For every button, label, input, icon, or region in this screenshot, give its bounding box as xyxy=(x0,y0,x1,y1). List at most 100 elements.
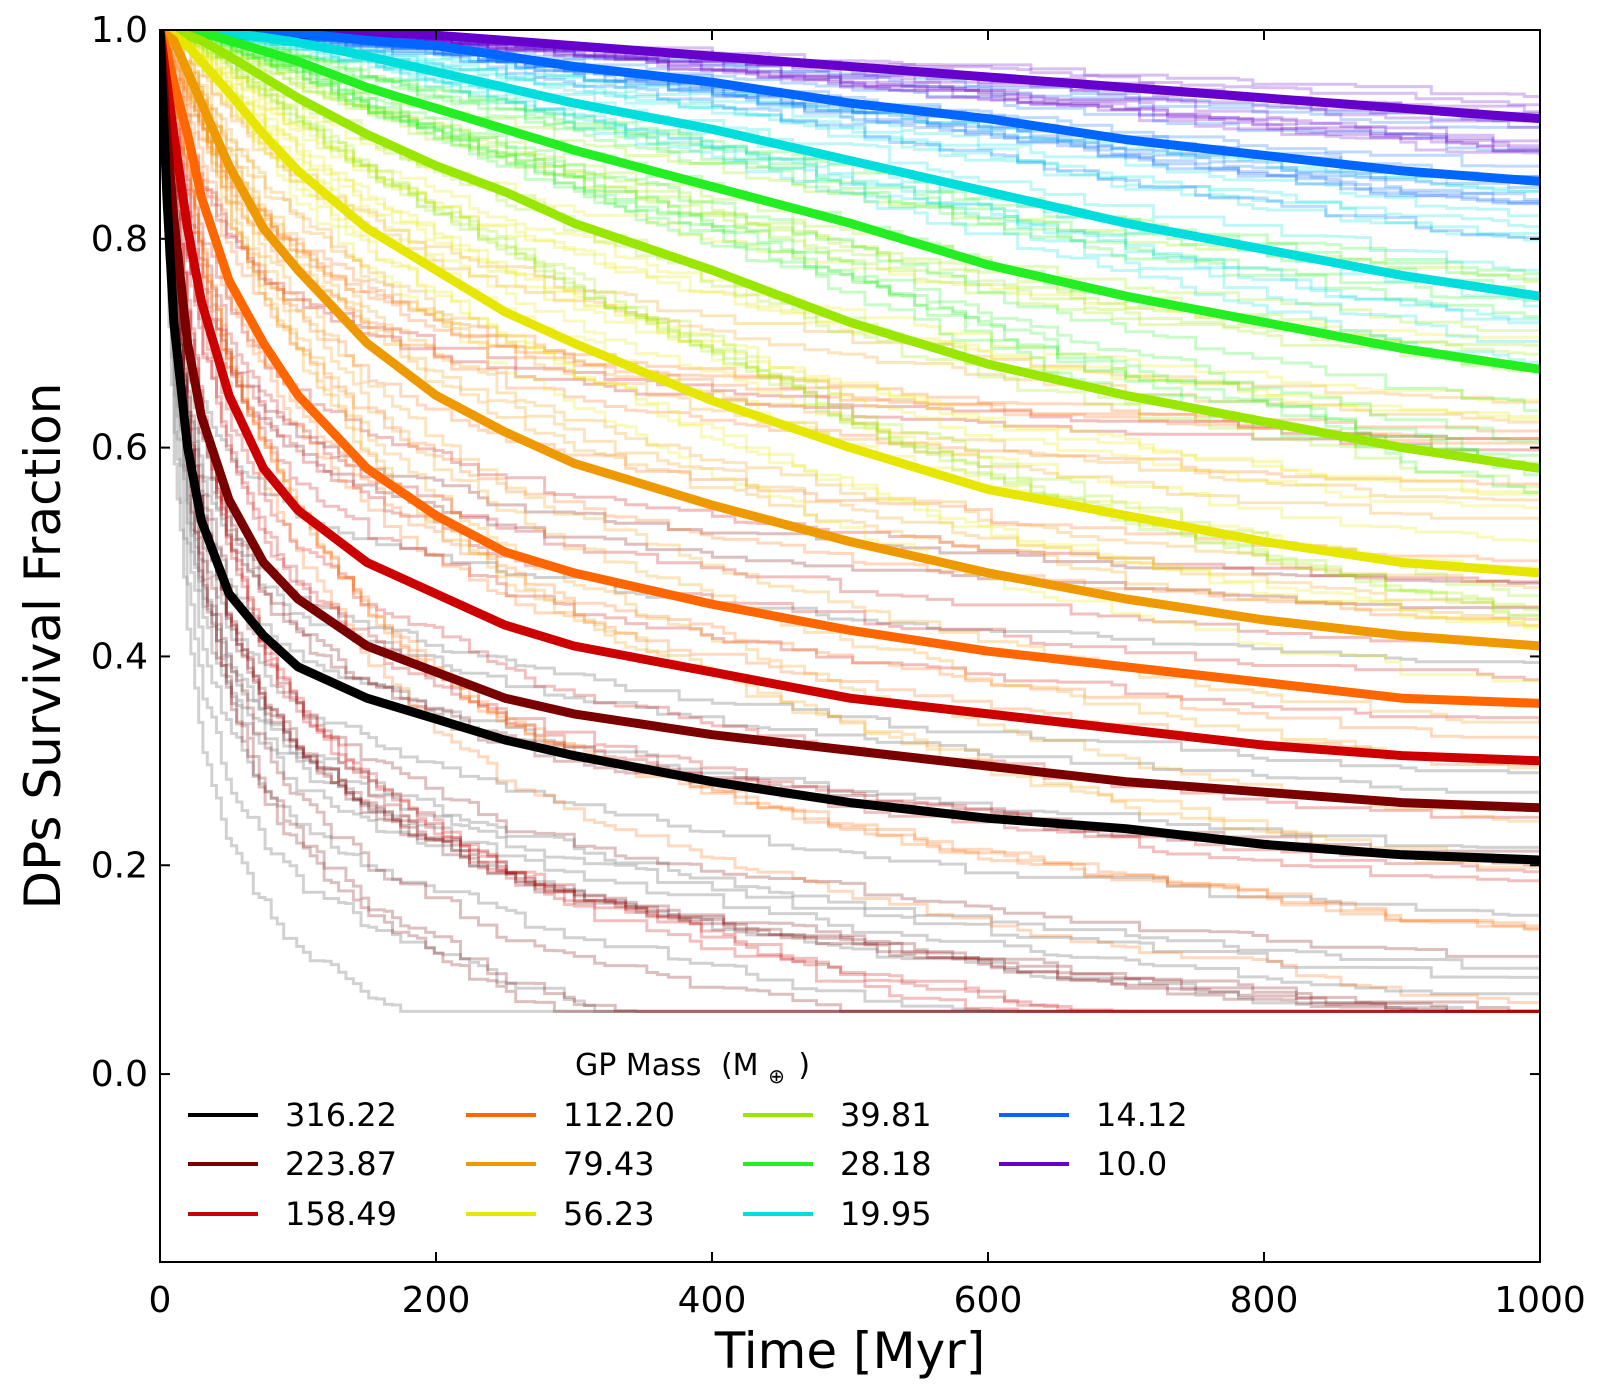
individual-run-line xyxy=(160,30,1540,402)
series-line-28.18 xyxy=(160,30,1540,374)
x-axis: 0 200 400 600 800 1000 xyxy=(149,30,1586,1321)
individual-run-line xyxy=(160,30,1540,648)
individual-run-line xyxy=(160,30,1540,724)
individual-run-line xyxy=(160,30,1540,627)
individual-run-line xyxy=(160,30,1540,917)
individual-run-line xyxy=(160,30,1540,442)
individual-run-line xyxy=(160,30,1540,404)
series-line-56.23 xyxy=(160,30,1540,578)
individual-run-line xyxy=(160,30,1540,477)
legend-label: 79.43 xyxy=(563,1145,655,1183)
legend-label: 10.0 xyxy=(1096,1145,1167,1183)
individual-run-line xyxy=(160,30,1540,624)
y-axis-title: DPs Survival Fraction xyxy=(14,383,72,910)
series-line-158.49 xyxy=(160,30,1540,766)
legend-label: 158.49 xyxy=(285,1195,397,1233)
individual-run-line xyxy=(160,30,1540,502)
individual-run-line xyxy=(160,30,1540,824)
x-tick-label: 200 xyxy=(402,1280,471,1321)
individual-run-line xyxy=(160,30,1540,996)
legend-label: 19.95 xyxy=(840,1195,932,1233)
individual-run-line xyxy=(160,30,1540,621)
individual-run-line xyxy=(160,30,1540,586)
individual-run-line xyxy=(160,30,1540,1004)
individual-run-line xyxy=(160,30,1540,452)
individual-run-line xyxy=(160,30,1540,1013)
legend-label: 316.22 xyxy=(285,1096,397,1134)
y-tick-label: 0.8 xyxy=(91,219,148,260)
legend-title-text: GP Mass xyxy=(575,1048,701,1083)
legend-title: GP Mass (M ⊕ ) xyxy=(575,1048,810,1091)
individual-run-line xyxy=(160,30,1540,373)
individual-run-line xyxy=(160,30,1540,332)
individual-run-line xyxy=(160,30,1540,930)
individual-run-line xyxy=(160,30,1540,958)
legend-label: 28.18 xyxy=(840,1145,932,1183)
individual-run-line xyxy=(160,30,1540,664)
individual-run-line xyxy=(160,30,1540,442)
legend-title-unit-symbol: ⊕ xyxy=(768,1064,785,1088)
x-tick-label: 0 xyxy=(149,1280,172,1321)
series-line-19.95 xyxy=(160,30,1540,301)
individual-run-line xyxy=(160,30,1540,630)
individual-run-line xyxy=(160,30,1540,324)
individual-run-line xyxy=(160,30,1540,770)
individual-run-line xyxy=(160,30,1540,1013)
series-line-79.43 xyxy=(160,30,1540,651)
x-tick-label: 800 xyxy=(1230,1280,1299,1321)
individual-run-line xyxy=(160,30,1540,865)
individual-run-line xyxy=(160,30,1540,1013)
individual-run-line xyxy=(160,30,1540,418)
individual-run-line xyxy=(160,30,1540,413)
individual-run-line xyxy=(160,30,1540,1013)
x-tick-label: 600 xyxy=(954,1280,1023,1321)
individual-run-line xyxy=(160,30,1540,356)
individual-run-line xyxy=(160,30,1540,849)
legend-title-unit-close: ) xyxy=(798,1048,810,1083)
x-axis-title: Time [Myr] xyxy=(714,1322,986,1380)
individual-run-line xyxy=(160,30,1540,775)
legend: GP Mass (M ⊕ ) 316.22 223.87 158.49 112.20 7… xyxy=(188,1048,1188,1233)
individual-run-line xyxy=(160,30,1540,979)
individual-run-line xyxy=(160,30,1540,496)
y-tick-label: 0.2 xyxy=(91,845,148,886)
x-tick-label: 1000 xyxy=(1494,1280,1586,1321)
individual-run-line xyxy=(160,30,1540,590)
individual-run-line xyxy=(160,30,1540,767)
legend-label: 223.87 xyxy=(285,1145,397,1183)
series-line-14.12 xyxy=(160,30,1540,186)
legend-label: 112.20 xyxy=(563,1096,675,1134)
y-tick-label: 0.0 xyxy=(91,1054,148,1095)
individual-run-line xyxy=(160,30,1540,869)
individual-run-line xyxy=(160,30,1540,421)
individual-run-line xyxy=(160,30,1540,340)
individual-run-line xyxy=(160,30,1540,1013)
individual-run-line xyxy=(160,30,1540,284)
individual-run-line xyxy=(160,30,1540,1013)
individual-run-line xyxy=(160,30,1540,608)
individual-run-line xyxy=(160,30,1540,543)
individual-run-line xyxy=(160,30,1540,605)
y-tick-label: 0.6 xyxy=(91,428,148,469)
mean-survival-lines xyxy=(160,30,1540,865)
individual-run-line xyxy=(160,30,1540,230)
individual-run-line xyxy=(160,30,1540,624)
series-line-223.87 xyxy=(160,30,1540,813)
x-tick-label: 400 xyxy=(678,1280,747,1321)
y-axis: 0.0 0.2 0.4 0.6 0.8 1.0 xyxy=(91,10,1540,1095)
series-line-316.22 xyxy=(160,30,1540,865)
individual-run-line xyxy=(160,30,1540,1013)
series-line-112.20 xyxy=(160,30,1540,708)
individual-run-line xyxy=(160,30,1540,494)
y-tick-label: 1.0 xyxy=(91,10,148,51)
individual-run-line xyxy=(160,30,1540,874)
individual-run-line xyxy=(160,30,1540,883)
individual-run-line xyxy=(160,30,1540,319)
individual-run-line xyxy=(160,30,1540,525)
legend-title-unit: (M xyxy=(721,1048,759,1083)
individual-run-line xyxy=(160,30,1540,242)
individual-run-line xyxy=(160,30,1540,570)
individual-run-line xyxy=(160,30,1540,585)
individual-run-line xyxy=(160,30,1540,794)
